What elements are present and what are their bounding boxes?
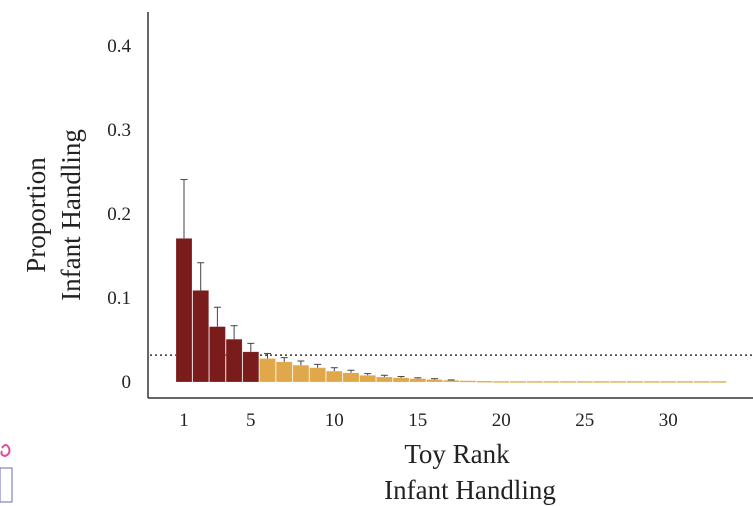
- x-tick-labels: 1 5 10 15 20 25 30: [179, 410, 678, 431]
- bar-rank-25: [576, 380, 594, 383]
- bar-rank-28: [626, 380, 644, 383]
- y-axis-title-line-1: Proportion: [21, 157, 51, 273]
- x-tick-label: 15: [408, 410, 427, 431]
- bar-rank-31: [676, 380, 694, 383]
- bar-rank-30: [660, 380, 677, 383]
- y-axis-title: Proportion Infant Handling: [21, 129, 86, 301]
- bar-rank-2: [192, 290, 209, 383]
- plot-area: 00.10.20.30.4 1 5 10 15 20 25 30: [107, 12, 753, 431]
- bar-rank-8: [292, 364, 310, 383]
- bar-rank-15: [409, 378, 427, 383]
- y-tick-label: 0: [122, 372, 132, 393]
- bars: [175, 238, 727, 383]
- x-tick-label: 20: [492, 410, 511, 431]
- bar-rank-24: [559, 380, 577, 383]
- y-tick-label: 0.2: [107, 204, 131, 225]
- x-axis-title-line-2: Infant Handling: [384, 475, 556, 505]
- bar-rank-18: [459, 380, 477, 383]
- x-tick-label: 25: [575, 410, 594, 431]
- bar-rank-1: [175, 238, 193, 383]
- pink-curl-fragment: [0, 444, 11, 458]
- bar-rank-14: [392, 377, 410, 383]
- boxed-fragment: [0, 467, 13, 503]
- y-tick-label: 0.3: [107, 120, 131, 141]
- bar-rank-3: [209, 326, 226, 383]
- x-axis-title-line-1: Toy Rank: [404, 439, 510, 469]
- y-tick-label: 0.4: [107, 36, 131, 57]
- bar-rank-4: [225, 338, 243, 383]
- bar-rank-10: [326, 370, 343, 383]
- bar-rank-27: [609, 380, 627, 383]
- y-tick-labels: 0 0.1 0.2 0.3 0.4: [107, 36, 131, 393]
- bar-rank-6: [259, 358, 276, 383]
- bar-rank-17: [442, 380, 460, 383]
- bar-rank-16: [426, 379, 443, 383]
- bar-rank-29: [643, 380, 660, 383]
- bar-rank-11: [342, 372, 360, 383]
- y-axis-title-line-2: Infant Handling: [56, 129, 86, 301]
- x-tick-label: 10: [325, 410, 344, 431]
- bar-rank-19: [476, 380, 493, 383]
- bar-rank-32: [693, 380, 710, 383]
- y-tick-label: 0.1: [107, 288, 131, 309]
- bar-rank-26: [593, 380, 610, 383]
- bar-rank-22: [526, 380, 543, 383]
- x-tick-label: 30: [659, 410, 678, 431]
- x-tick-label: 5: [246, 410, 256, 431]
- bar-rank-20: [493, 380, 510, 383]
- bar-rank-21: [509, 380, 527, 383]
- x-tick-label: 1: [179, 410, 189, 431]
- bar-rank-5: [242, 351, 260, 383]
- bar-rank-13: [376, 376, 393, 383]
- bar-rank-33: [710, 380, 727, 383]
- bar-rank-12: [359, 375, 376, 383]
- error-bars: [180, 179, 455, 381]
- bar-rank-9: [309, 367, 326, 383]
- bar-rank-7: [275, 361, 293, 383]
- bar-rank-23: [543, 380, 560, 383]
